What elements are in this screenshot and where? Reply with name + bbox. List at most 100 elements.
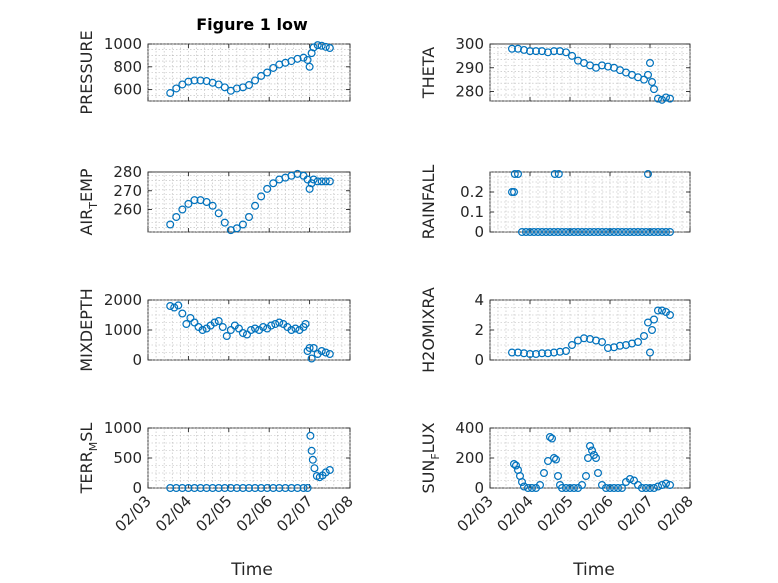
data-point: [226, 326, 235, 335]
data-point: [178, 484, 187, 493]
data-point: [190, 196, 199, 205]
data-point: [178, 309, 187, 318]
data-point: [633, 228, 642, 237]
data-point: [554, 170, 563, 179]
y-tick-label: 2000: [104, 291, 142, 309]
data-point: [581, 228, 590, 237]
data-point: [561, 347, 570, 356]
data-point: [271, 320, 280, 329]
data-point: [565, 484, 574, 493]
y-tick-label: 2: [474, 321, 484, 339]
data-point: [537, 349, 546, 358]
data-point: [210, 318, 219, 327]
data-point: [174, 301, 183, 310]
y-axis-label: AIRTEMP: [77, 168, 100, 235]
data-point: [531, 47, 540, 56]
data-point: [220, 83, 229, 92]
data-point: [269, 63, 278, 72]
data-point: [649, 85, 658, 94]
data-point: [214, 209, 223, 218]
data-point: [182, 320, 191, 329]
data-point: [641, 228, 650, 237]
data-point: [549, 454, 558, 463]
y-tick-label: 0.2: [460, 183, 484, 201]
data-point: [184, 484, 193, 493]
data-point: [561, 228, 570, 237]
data-point: [625, 228, 634, 237]
y-tick-label: 600: [113, 81, 142, 99]
data-point: [309, 175, 318, 184]
x-tick-label: 02/06: [574, 492, 617, 535]
data-point: [172, 84, 181, 93]
data-point: [303, 484, 312, 493]
data-point: [263, 484, 272, 493]
data-point: [307, 446, 316, 455]
data-point: [317, 177, 326, 186]
data-point: [553, 472, 562, 481]
subplot-rainfall: 0 0.1 0.2 RAINFALL: [419, 165, 691, 241]
data-point: [561, 484, 570, 493]
data-point: [531, 350, 540, 359]
data-point: [517, 478, 526, 487]
data-point: [519, 45, 528, 54]
data-point: [645, 484, 654, 493]
data-point: [511, 461, 520, 470]
data-point: [645, 348, 654, 357]
data-point: [617, 484, 626, 493]
data-point: [529, 228, 538, 237]
grid-lines: [489, 171, 691, 233]
data-point: [190, 484, 199, 493]
data-point: [214, 484, 223, 493]
data-point: [653, 228, 662, 237]
x-tick-label: 02/03: [112, 492, 155, 535]
data-point: [257, 71, 266, 80]
data-point: [637, 484, 646, 493]
data-series: [510, 433, 674, 493]
data-point: [541, 228, 550, 237]
data-point: [513, 44, 522, 53]
data-point: [214, 317, 223, 326]
data-point: [307, 354, 316, 363]
data-series: [508, 170, 674, 237]
grid-lines: [489, 427, 691, 489]
y-tick-label: 4: [474, 291, 484, 309]
data-point: [510, 460, 519, 469]
y-tick-label: 0: [474, 479, 484, 497]
data-point: [603, 344, 612, 353]
data-point: [543, 349, 552, 358]
data-point: [267, 321, 276, 330]
y-tick-label: 500: [113, 449, 142, 467]
data-point: [234, 324, 243, 333]
y-tick-label: 1000: [104, 321, 142, 339]
plot-area: [489, 299, 691, 361]
data-point: [605, 484, 614, 493]
x-tick-label: 02/05: [534, 492, 577, 535]
data-point: [661, 93, 670, 102]
data-point: [310, 464, 319, 473]
data-point: [245, 81, 254, 90]
data-point: [287, 484, 296, 493]
data-point: [629, 476, 638, 485]
data-point: [317, 41, 326, 50]
x-axis-label-right: Time: [572, 560, 615, 580]
x-tick-label: 02/05: [192, 492, 235, 535]
data-point: [263, 68, 272, 77]
data-point: [305, 62, 314, 71]
data-point: [259, 323, 268, 332]
data-point: [665, 311, 674, 320]
data-point: [665, 94, 674, 103]
data-point: [649, 315, 658, 324]
y-tick-label: 800: [113, 58, 142, 76]
data-point: [172, 484, 181, 493]
data-point: [597, 338, 606, 347]
data-point: [579, 334, 588, 343]
data-point: [513, 170, 522, 179]
grid-lines: [489, 299, 691, 361]
data-point: [309, 43, 318, 52]
data-point: [222, 332, 231, 341]
data-point: [553, 228, 562, 237]
y-tick-label: 0: [474, 223, 484, 241]
data-point: [603, 62, 612, 71]
